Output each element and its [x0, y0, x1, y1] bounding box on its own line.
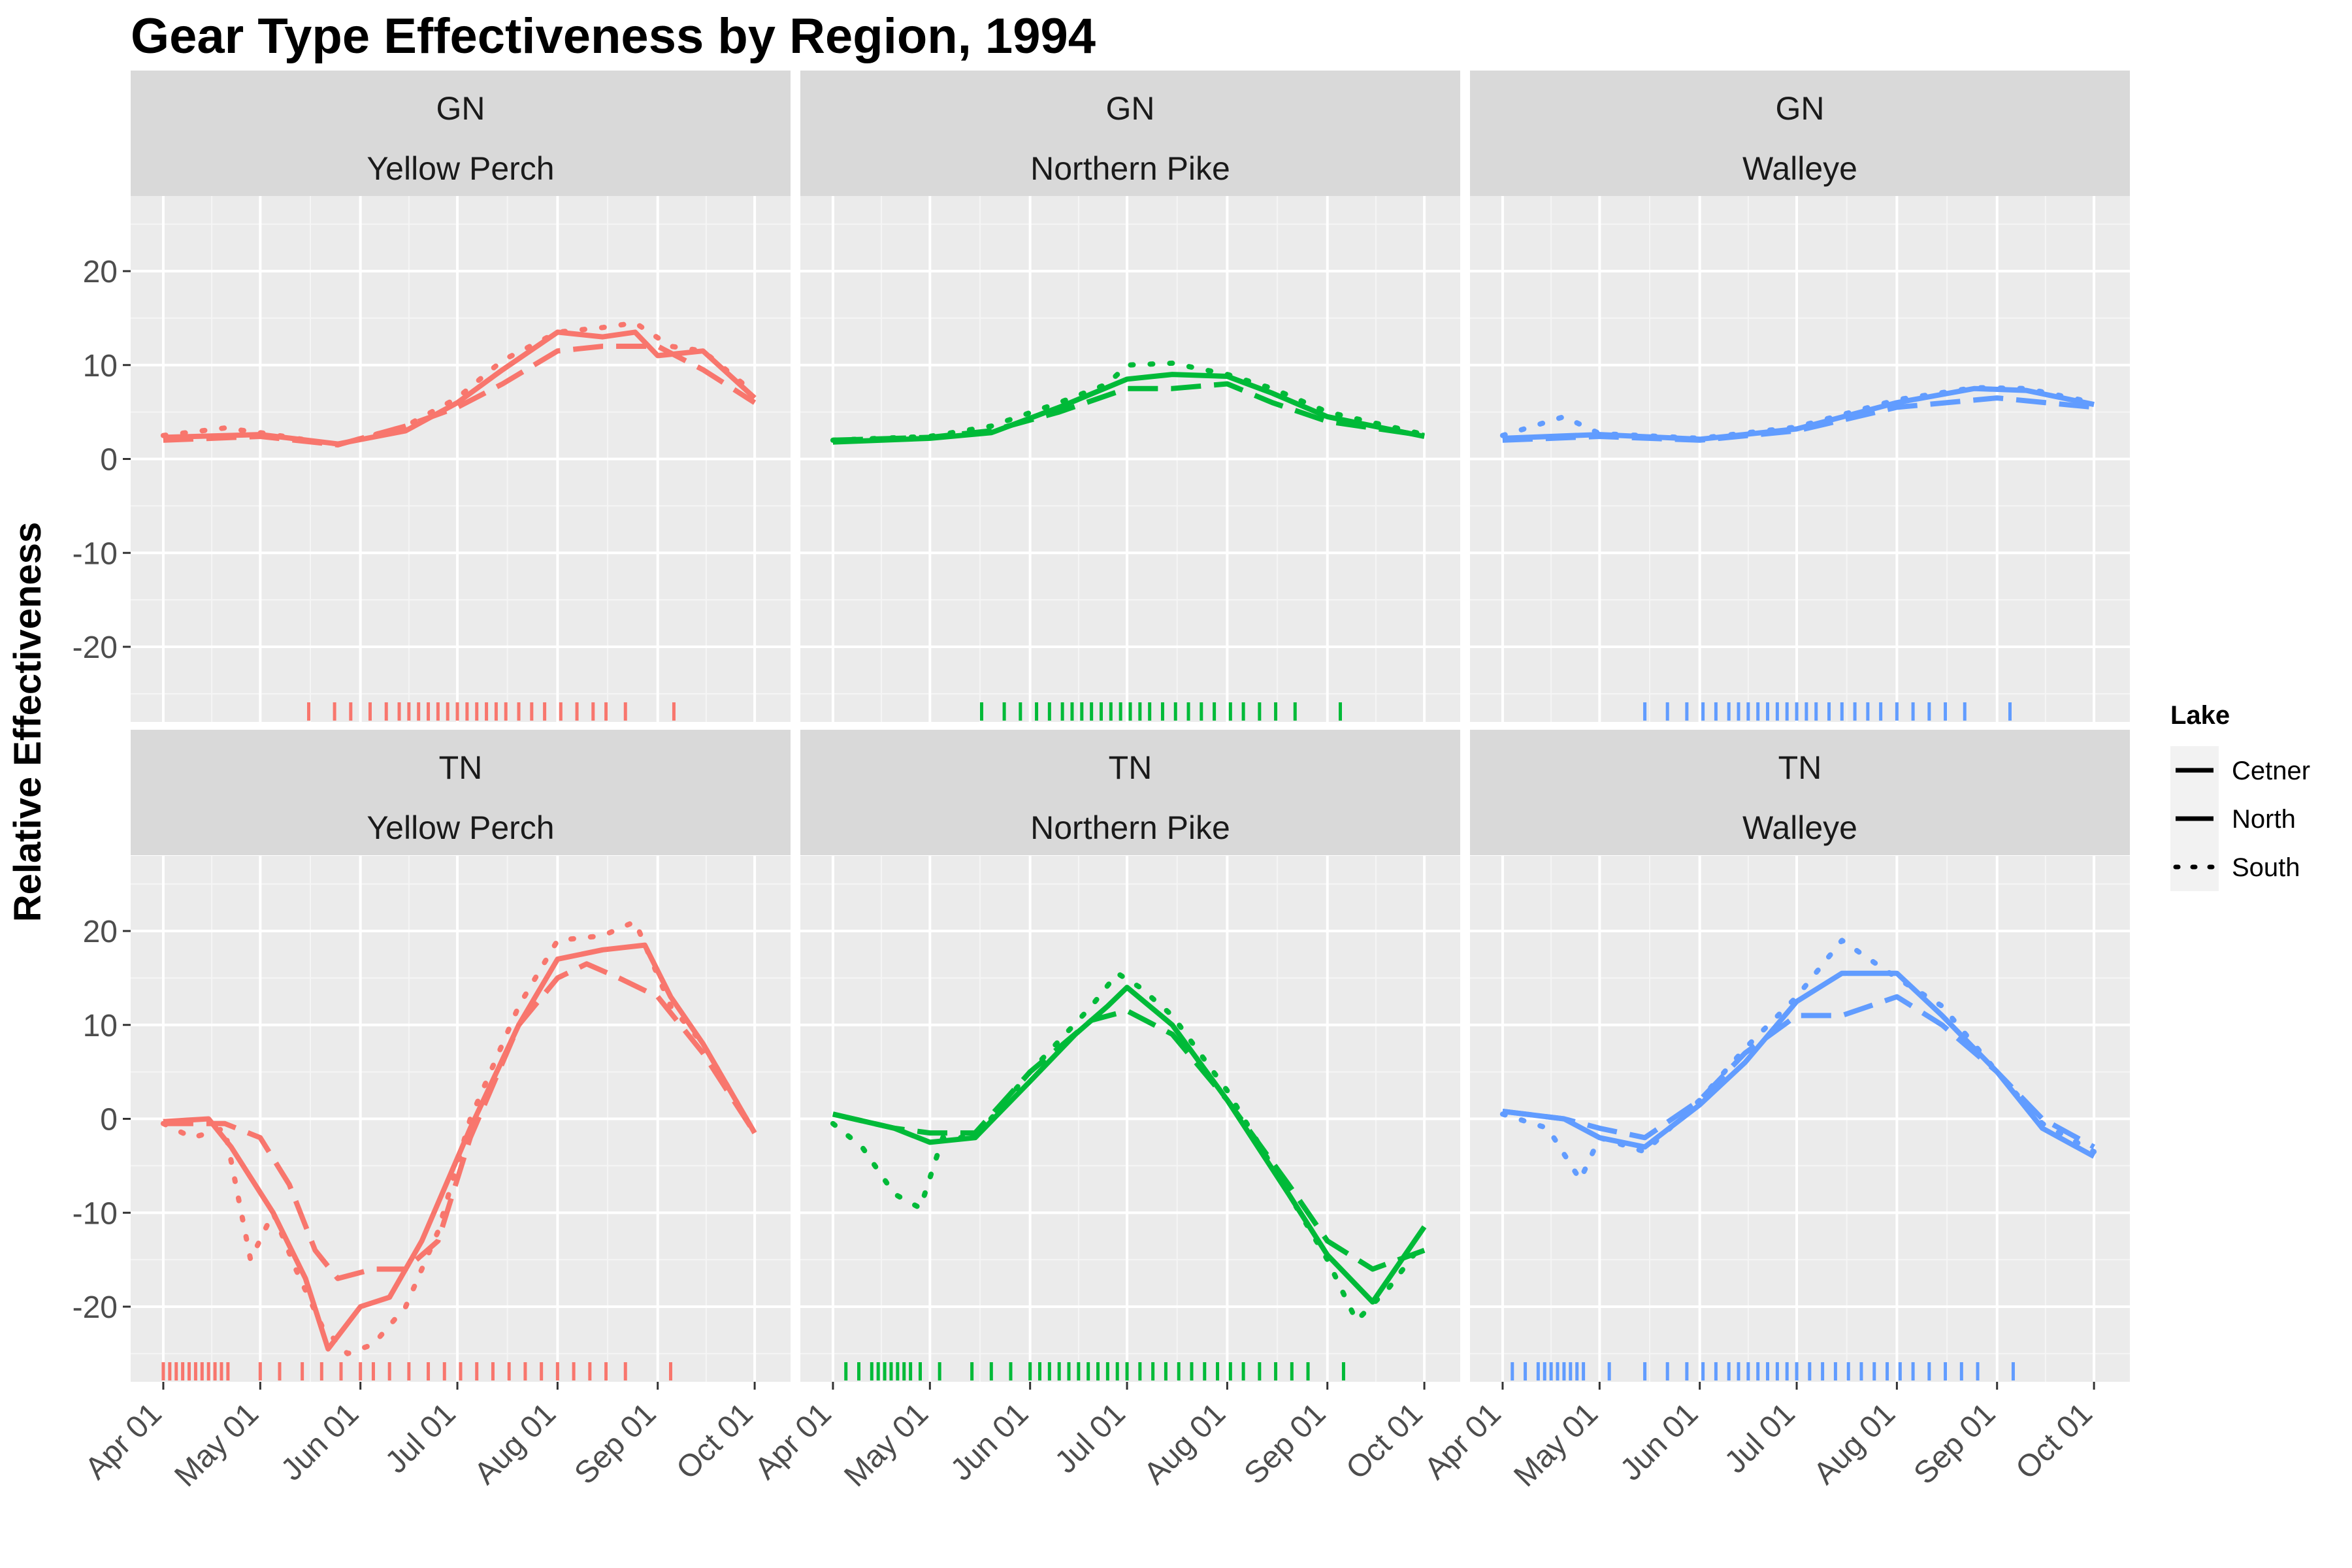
x-tick-label: Sep 01: [1907, 1396, 2002, 1491]
panels-layer: GN Yellow Perch -20 -10 0 10 20 GN Northern Pike…: [73, 71, 2130, 1494]
y-tick-label: 10: [83, 1009, 118, 1043]
y-tick-label: -10: [73, 1196, 118, 1231]
x-tick-label: May 01: [168, 1396, 265, 1494]
legend-item-north: North: [2170, 794, 2296, 843]
x-tick-label: Oct 01: [2009, 1396, 2099, 1486]
chart-title: Gear Type Effectiveness by Region, 1994: [131, 8, 1096, 64]
legend-label: North: [2232, 805, 2296, 834]
series-line-south: [1499, 385, 2097, 441]
panel-gn-northern-pike: GN Northern Pike: [800, 71, 1460, 722]
y-tick-label: -10: [73, 536, 118, 571]
y-tick-label: 0: [100, 443, 118, 478]
series-line-north: [832, 372, 1425, 445]
strip-header: [1470, 730, 2130, 855]
strip-header: [800, 71, 1460, 196]
panel-gn-yellow-perch: GN Yellow Perch -20 -10 0 10 20: [73, 71, 791, 722]
strip-species-label: Northern Pike: [1030, 809, 1230, 846]
strip-gear-label: GN: [1776, 90, 1825, 127]
series-line-south: [1499, 938, 2097, 1183]
series-line-north: [832, 985, 1427, 1305]
strip-gear-label: TN: [1778, 749, 1822, 786]
strip-header: [1470, 71, 2130, 196]
legend-label: South: [2232, 853, 2300, 882]
x-tick-label: Sep 01: [568, 1396, 662, 1491]
strip-species-label: Yellow Perch: [367, 809, 554, 846]
x-tick-label: Jul 01: [379, 1396, 463, 1480]
y-tick-label: -20: [73, 630, 118, 665]
panel-tn-northern-pike: TN Northern Pike Apr 01 May 01 Jun 01 Jul 01 A…: [748, 730, 1460, 1494]
x-tick-label: Oct 01: [670, 1396, 759, 1486]
strip-header: [131, 730, 791, 855]
strip-gear-label: GN: [1106, 90, 1155, 127]
y-tick-label: 10: [83, 349, 118, 384]
strip-header: [800, 730, 1460, 855]
x-tick-label: Aug 01: [1807, 1396, 1902, 1491]
x-tick-label: Apr 01: [1418, 1396, 1507, 1486]
y-tick-label: -20: [73, 1290, 118, 1325]
legend-label: Cetner: [2232, 757, 2310, 785]
x-tick-label: May 01: [838, 1396, 935, 1494]
series-line-south: [160, 919, 758, 1356]
x-tick-label: Jul 01: [1718, 1396, 1802, 1480]
legend-item-south: South: [2170, 843, 2300, 891]
series-line-cetner: [832, 381, 1425, 443]
x-tick-label: Aug 01: [468, 1396, 563, 1491]
y-tick-label: 20: [83, 255, 118, 289]
strip-species-label: Walleye: [1742, 150, 1857, 187]
x-tick-label: Oct 01: [1339, 1396, 1429, 1486]
legend-item-cetner: Cetner: [2170, 746, 2310, 794]
strip-gear-label: TN: [439, 749, 483, 786]
series-line-north: [163, 942, 757, 1352]
x-tick-label: May 01: [1507, 1396, 1605, 1494]
strip-gear-label: GN: [436, 90, 485, 127]
strip-species-label: Walleye: [1742, 809, 1857, 846]
series-line-cetner: [832, 1008, 1426, 1272]
series-line-south: [160, 320, 758, 448]
series-line-north: [163, 329, 757, 447]
y-tick-label: 20: [83, 915, 118, 949]
x-tick-label: Sep 01: [1237, 1396, 1332, 1491]
x-tick-label: Aug 01: [1137, 1396, 1232, 1491]
x-tick-label: Jun 01: [944, 1396, 1035, 1487]
strip-header: [131, 71, 791, 196]
y-axis-title: Relative Effectiveness: [7, 522, 49, 923]
legend: Lake Cetner North South: [2170, 701, 2310, 891]
series-line-cetner: [163, 961, 757, 1281]
strip-species-label: Yellow Perch: [367, 150, 554, 187]
legend-title: Lake: [2170, 701, 2230, 730]
x-tick-label: Apr 01: [748, 1396, 838, 1486]
x-tick-label: Jul 01: [1049, 1396, 1132, 1480]
strip-species-label: Northern Pike: [1030, 150, 1230, 187]
panel-gn-walleye: GN Walleye: [1470, 71, 2130, 722]
panel-tn-walleye: TN Walleye Apr 01 May 01 Jun 01 Jul 01 Aug 01 S…: [1418, 730, 2130, 1494]
x-tick-label: Jun 01: [1614, 1396, 1705, 1487]
x-tick-label: Jun 01: [274, 1396, 365, 1487]
strip-gear-label: TN: [1109, 749, 1152, 786]
x-tick-label: Apr 01: [78, 1396, 168, 1486]
y-tick-label: 0: [100, 1103, 118, 1137]
panel-tn-yellow-perch: TN Yellow Perch -20 -10 0 10 20 Apr 01 May 01 Jun…: [73, 730, 791, 1494]
series-line-south: [830, 360, 1428, 443]
